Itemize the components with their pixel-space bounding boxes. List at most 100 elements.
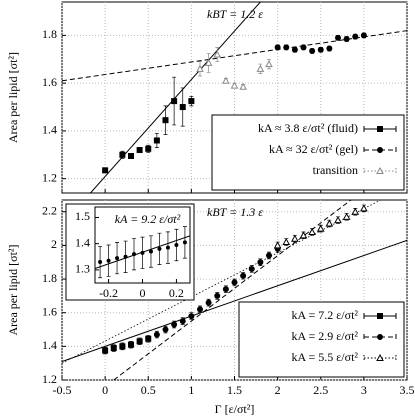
marker xyxy=(196,64,204,72)
marker xyxy=(291,234,299,242)
x-tick-label: -0.2 xyxy=(99,286,118,300)
y-tick-label: 1.6 xyxy=(42,304,57,318)
y-tick-label: 1.2 xyxy=(42,372,57,386)
y-axis-label: Area per lipid [σt²] xyxy=(6,244,20,335)
y-tick-label: 1.4 xyxy=(42,338,57,352)
marker xyxy=(343,36,350,43)
marker xyxy=(316,224,325,232)
marker xyxy=(162,326,169,333)
y-tick-label: 1.6 xyxy=(42,75,57,89)
marker xyxy=(145,335,152,342)
x-tick-label: 1.5 xyxy=(227,383,242,397)
marker xyxy=(204,58,213,66)
marker xyxy=(274,44,281,51)
marker xyxy=(317,46,324,53)
legend-box xyxy=(211,114,405,191)
y-tick-label: 1.2 xyxy=(42,170,57,184)
marker xyxy=(377,126,383,132)
y-tick-label: 1.5 xyxy=(75,209,90,223)
marker xyxy=(128,152,134,159)
x-tick-label: 0.2 xyxy=(169,286,184,300)
marker xyxy=(136,147,143,154)
marker xyxy=(256,64,265,72)
fit-line xyxy=(90,2,261,193)
marker xyxy=(360,32,367,39)
marker xyxy=(376,166,384,174)
marker xyxy=(240,272,247,279)
annotation: kBT = 1.3 ε xyxy=(207,205,263,219)
marker xyxy=(325,219,334,227)
marker xyxy=(213,50,222,58)
marker xyxy=(174,243,179,247)
marker xyxy=(291,46,298,53)
plot-area xyxy=(62,2,407,193)
marker xyxy=(214,292,221,299)
marker xyxy=(153,331,160,338)
marker xyxy=(136,338,143,345)
x-tick-label: 0 xyxy=(102,383,108,397)
marker xyxy=(188,313,195,320)
x-tick-label: 1 xyxy=(188,383,194,397)
marker xyxy=(171,98,178,105)
marker xyxy=(300,44,307,51)
marker xyxy=(377,334,383,340)
marker xyxy=(273,241,282,249)
marker xyxy=(308,227,316,235)
marker xyxy=(102,167,109,174)
marker xyxy=(132,252,137,257)
x-axis-label: Γ [ε/σt²] xyxy=(215,402,255,416)
marker xyxy=(157,246,162,251)
x-tick-label: 2.5 xyxy=(313,383,328,397)
y-tick-label: 1.8 xyxy=(42,27,57,41)
marker xyxy=(119,343,126,350)
marker xyxy=(205,299,212,306)
marker xyxy=(102,347,109,354)
y-tick-label: 1.8 xyxy=(42,271,57,285)
marker xyxy=(299,231,308,239)
marker xyxy=(153,137,160,144)
marker xyxy=(222,286,229,293)
marker xyxy=(230,81,239,89)
marker xyxy=(179,104,186,111)
plot-area xyxy=(62,200,407,380)
y-tick-label: 1.3 xyxy=(75,262,90,276)
marker xyxy=(377,147,383,153)
marker xyxy=(342,212,351,220)
plot-area xyxy=(95,226,190,279)
marker xyxy=(352,33,359,40)
marker xyxy=(182,240,187,245)
marker xyxy=(119,151,126,158)
marker xyxy=(335,34,341,41)
marker xyxy=(360,204,368,212)
y-tick-label: 1.4 xyxy=(75,235,90,249)
legend-label: kA = 2.9 ε/σt² xyxy=(291,329,358,343)
marker xyxy=(265,60,273,68)
marker xyxy=(179,318,186,325)
marker xyxy=(140,250,145,255)
marker xyxy=(351,207,360,215)
legend-sample xyxy=(363,355,397,361)
y-tick-label: 1.4 xyxy=(42,123,57,137)
marker xyxy=(197,306,203,313)
legend-box xyxy=(238,301,405,378)
marker xyxy=(98,260,103,265)
marker xyxy=(110,345,117,352)
marker xyxy=(222,76,230,84)
inset-background xyxy=(65,203,195,301)
marker xyxy=(165,245,170,250)
legend-sample xyxy=(363,168,397,174)
x-tick-label: -0.5 xyxy=(53,383,72,397)
marker xyxy=(266,252,272,259)
x-tick-label: 0.5 xyxy=(141,383,156,397)
legend-label: transition xyxy=(313,163,358,177)
marker xyxy=(283,44,290,51)
legend-label: kA = 5.5 ε/σt² xyxy=(291,350,358,364)
marker xyxy=(115,256,120,261)
marker xyxy=(162,117,169,124)
fit-line xyxy=(62,200,382,364)
legend-label: kA ≈ 32 ε/σt² (gel) xyxy=(269,142,358,156)
x-tick-label: 0 xyxy=(140,286,146,300)
marker xyxy=(188,98,195,105)
